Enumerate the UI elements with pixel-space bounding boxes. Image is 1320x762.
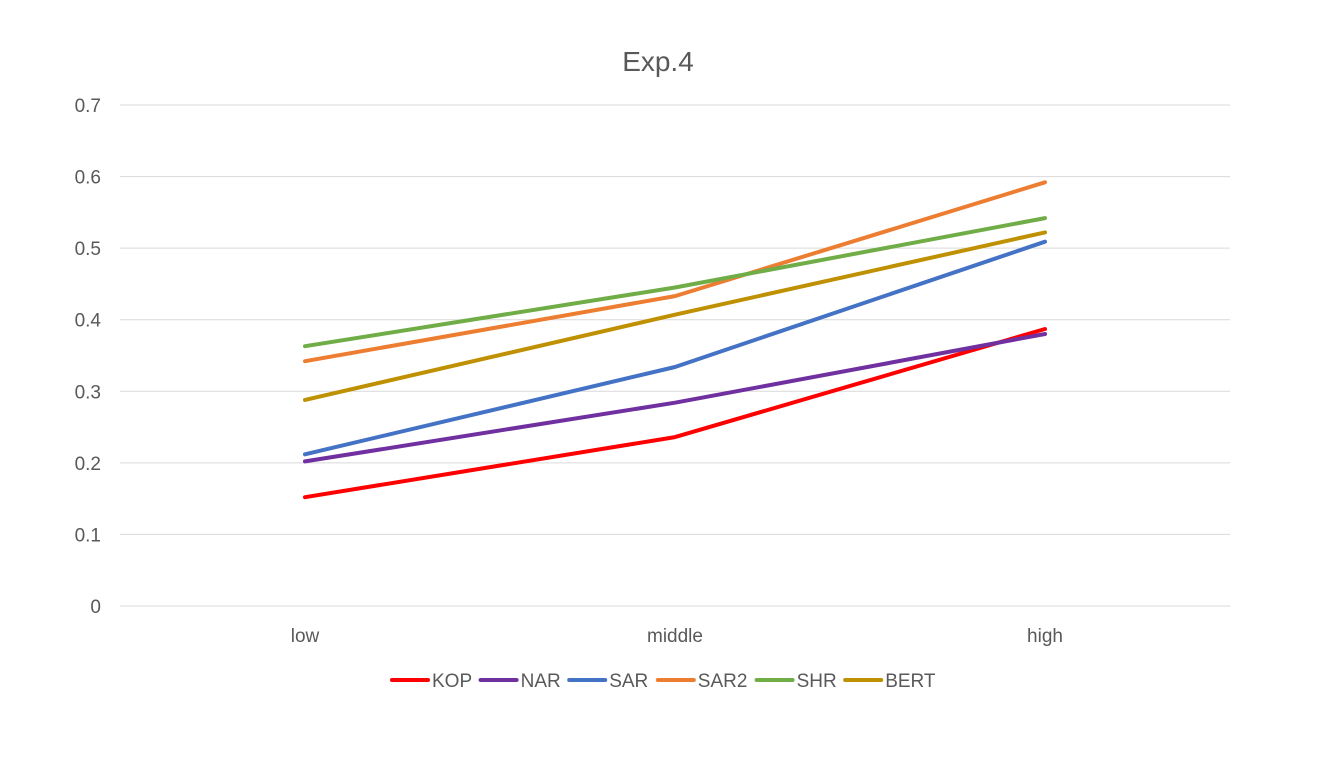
series-line-sar2 [305,182,1045,361]
x-axis-ticks: low middle high [291,626,1063,647]
series-line-nar [305,334,1045,461]
series-line-bert [305,232,1045,400]
y-tick-label: 0 [90,597,101,618]
y-axis-ticks: 0 0.1 0.2 0.3 0.4 0.5 0.6 0.7 [75,96,102,618]
gridlines [120,105,1230,606]
x-tick-label: high [1027,626,1063,647]
y-tick-label: 0.1 [75,525,101,546]
x-tick-label: middle [647,626,703,647]
legend-label: SAR [609,671,648,692]
series-lines [305,182,1045,497]
y-tick-label: 0.4 [75,311,102,332]
legend-label: NAR [521,671,561,692]
series-line-sar [305,242,1045,455]
legend-label: KOP [432,671,472,692]
x-tick-label: low [291,626,320,647]
y-tick-label: 0.6 [75,168,101,189]
series-line-shr [305,218,1045,346]
y-tick-label: 0.3 [75,382,101,403]
legend-label: BERT [885,671,936,692]
y-tick-label: 0.7 [75,96,101,117]
y-tick-label: 0.2 [75,454,101,475]
legend-label: SHR [797,671,837,692]
chart-title: Exp.4 [622,46,694,77]
legend-label: SAR2 [698,671,748,692]
legend: KOP NAR SAR SAR2 SHR BERT [392,671,936,692]
y-tick-label: 0.5 [75,239,101,260]
